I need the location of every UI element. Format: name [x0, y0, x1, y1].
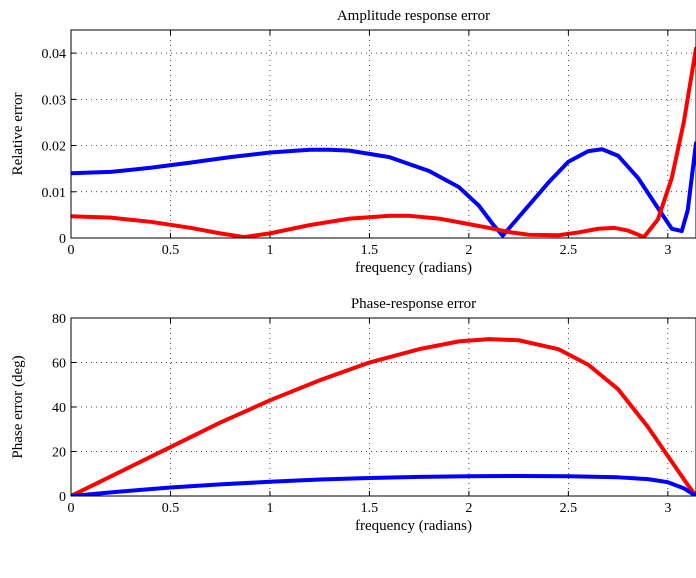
- chart-title: Phase-response error: [351, 296, 476, 312]
- y-tick-label-0: 0: [59, 490, 66, 505]
- series-line-2: [71, 46, 696, 238]
- x-tick-label-2: 1: [266, 243, 273, 258]
- x-tick-label-1: 0.5: [162, 501, 180, 516]
- x-tick-label-6: 3: [664, 501, 671, 516]
- y-tick-label-0: 0: [59, 232, 66, 247]
- y-tick-label-4: 0.04: [42, 47, 67, 62]
- x-tick-label-3: 1.5: [361, 501, 379, 516]
- plot-frame: [70, 317, 696, 497]
- x-tick-label-5: 2.5: [560, 501, 578, 516]
- chart-title: Amplitude response error: [337, 8, 490, 24]
- series-line-1: [71, 337, 696, 496]
- y-tick-label-3: 60: [52, 357, 66, 372]
- y-tick-label-4: 80: [52, 312, 66, 327]
- x-tick-label-5: 2.5: [560, 243, 578, 258]
- x-tick-label-4: 2: [465, 501, 472, 516]
- x-tick-label-1: 0.5: [162, 243, 180, 258]
- x-tick-label-2: 1: [266, 501, 273, 516]
- y-tick-label-2: 0.02: [42, 140, 67, 155]
- chart-1: 0 0.5 1 1.5 2 2.5 3 0 0.01 0.02 0.03 0.04 Amplitude …: [10, 8, 696, 276]
- y-tick-label-1: 0.01: [42, 186, 67, 201]
- series-line-2: [71, 473, 696, 496]
- series-line-1: [71, 141, 696, 238]
- y-axis-label: Relative error: [10, 93, 26, 176]
- y-axis-label: Phase error (deg): [10, 355, 26, 458]
- x-tick-label-0: 0: [68, 243, 75, 258]
- plot-frame: [70, 29, 696, 239]
- x-tick-label-3: 1.5: [361, 243, 379, 258]
- x-axis-label: frequency (radians): [355, 260, 472, 276]
- x-tick-label-6: 3: [664, 243, 671, 258]
- y-tick-label-1: 20: [52, 446, 66, 461]
- x-axis-label: frequency (radians): [355, 518, 472, 534]
- y-tick-label-2: 40: [52, 401, 66, 416]
- grid: [71, 30, 696, 238]
- x-tick-label-4: 2: [465, 243, 472, 258]
- chart-2: 0 0.5 1 1.5 2 2.5 3 0 20 40 60 80 Phase-response err…: [10, 296, 696, 534]
- grid: [71, 317, 696, 496]
- x-tick-label-0: 0: [68, 501, 75, 516]
- y-tick-label-3: 0.03: [42, 93, 67, 108]
